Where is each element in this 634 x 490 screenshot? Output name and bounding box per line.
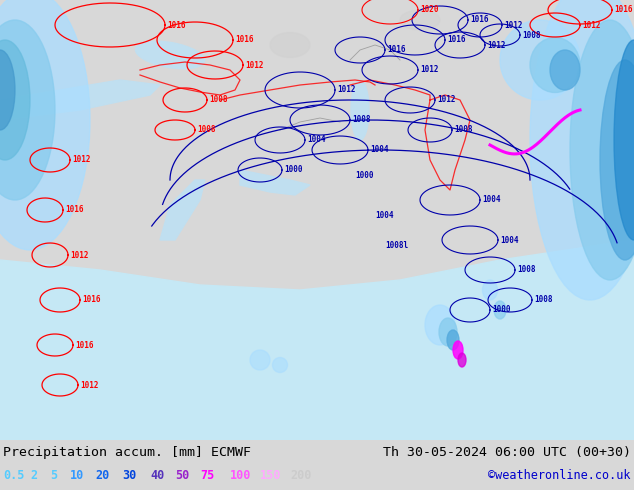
Text: 1016: 1016 bbox=[65, 205, 84, 215]
Text: Th 30-05-2024 06:00 UTC (00+30): Th 30-05-2024 06:00 UTC (00+30) bbox=[383, 445, 631, 459]
Text: 1012: 1012 bbox=[337, 85, 356, 95]
Ellipse shape bbox=[270, 32, 310, 57]
Text: 1008: 1008 bbox=[454, 125, 472, 134]
Text: 1012: 1012 bbox=[420, 66, 439, 74]
Ellipse shape bbox=[458, 353, 466, 367]
Ellipse shape bbox=[400, 10, 440, 30]
Text: 1004: 1004 bbox=[375, 211, 394, 220]
Ellipse shape bbox=[273, 358, 287, 372]
Text: 1012: 1012 bbox=[245, 60, 264, 70]
Text: 1004: 1004 bbox=[307, 136, 325, 145]
Text: 1008l: 1008l bbox=[385, 241, 408, 249]
Ellipse shape bbox=[530, 0, 634, 300]
Text: 1012: 1012 bbox=[487, 41, 505, 49]
Text: 200: 200 bbox=[290, 468, 311, 482]
Ellipse shape bbox=[570, 20, 634, 280]
Polygon shape bbox=[240, 170, 310, 195]
Text: 30: 30 bbox=[122, 468, 136, 482]
Ellipse shape bbox=[447, 330, 459, 350]
Text: 1008: 1008 bbox=[522, 30, 541, 40]
Polygon shape bbox=[0, 80, 160, 120]
Text: 1008: 1008 bbox=[534, 295, 552, 304]
Text: 1012: 1012 bbox=[437, 96, 455, 104]
Text: 1000: 1000 bbox=[492, 305, 510, 315]
Ellipse shape bbox=[0, 40, 30, 160]
Ellipse shape bbox=[290, 25, 350, 55]
Text: 10: 10 bbox=[70, 468, 84, 482]
Text: 1000: 1000 bbox=[355, 171, 373, 179]
Text: 150: 150 bbox=[260, 468, 281, 482]
Ellipse shape bbox=[0, 0, 90, 250]
Text: 100: 100 bbox=[230, 468, 251, 482]
Polygon shape bbox=[160, 180, 205, 240]
Text: 1004: 1004 bbox=[482, 196, 500, 204]
Ellipse shape bbox=[494, 301, 506, 319]
Text: Precipitation accum. [mm] ECMWF: Precipitation accum. [mm] ECMWF bbox=[3, 445, 251, 459]
Text: 1016: 1016 bbox=[82, 295, 101, 304]
Text: 5: 5 bbox=[50, 468, 57, 482]
Text: 1012: 1012 bbox=[72, 155, 91, 165]
Text: 40: 40 bbox=[150, 468, 164, 482]
Text: 1016: 1016 bbox=[167, 21, 186, 29]
Text: 75: 75 bbox=[200, 468, 214, 482]
Text: 1012: 1012 bbox=[70, 250, 89, 260]
Ellipse shape bbox=[500, 20, 580, 100]
Text: 1016: 1016 bbox=[75, 341, 93, 349]
Ellipse shape bbox=[351, 80, 369, 140]
Text: 1012: 1012 bbox=[80, 381, 98, 390]
Ellipse shape bbox=[136, 41, 205, 69]
Ellipse shape bbox=[439, 318, 457, 346]
Text: 1008: 1008 bbox=[197, 125, 216, 134]
Text: 1016: 1016 bbox=[470, 16, 489, 24]
Polygon shape bbox=[0, 240, 634, 440]
Text: 1008: 1008 bbox=[517, 266, 536, 274]
Ellipse shape bbox=[425, 305, 455, 345]
Text: 50: 50 bbox=[175, 468, 190, 482]
Text: 1016: 1016 bbox=[614, 5, 633, 15]
Text: 1016: 1016 bbox=[447, 35, 465, 45]
Ellipse shape bbox=[550, 50, 580, 90]
Text: 1012: 1012 bbox=[582, 21, 600, 29]
Text: 1000: 1000 bbox=[284, 166, 302, 174]
Ellipse shape bbox=[600, 60, 634, 260]
Ellipse shape bbox=[453, 341, 463, 359]
Text: 1016: 1016 bbox=[387, 46, 406, 54]
Text: 0.5: 0.5 bbox=[3, 468, 24, 482]
Text: 20: 20 bbox=[95, 468, 109, 482]
Ellipse shape bbox=[530, 38, 580, 93]
Ellipse shape bbox=[614, 40, 634, 240]
Ellipse shape bbox=[482, 280, 498, 300]
Text: ©weatheronline.co.uk: ©weatheronline.co.uk bbox=[489, 468, 631, 482]
Text: 1004: 1004 bbox=[500, 236, 519, 245]
Ellipse shape bbox=[345, 18, 395, 43]
Text: 1012: 1012 bbox=[504, 21, 522, 29]
Ellipse shape bbox=[250, 350, 270, 370]
Text: 1020: 1020 bbox=[420, 5, 439, 15]
Text: 1008: 1008 bbox=[352, 116, 370, 124]
Text: 1004: 1004 bbox=[370, 146, 389, 154]
Text: 1016: 1016 bbox=[235, 35, 254, 45]
Text: 1008: 1008 bbox=[209, 96, 228, 104]
Ellipse shape bbox=[0, 50, 15, 130]
Ellipse shape bbox=[0, 20, 55, 200]
Text: 2: 2 bbox=[30, 468, 37, 482]
